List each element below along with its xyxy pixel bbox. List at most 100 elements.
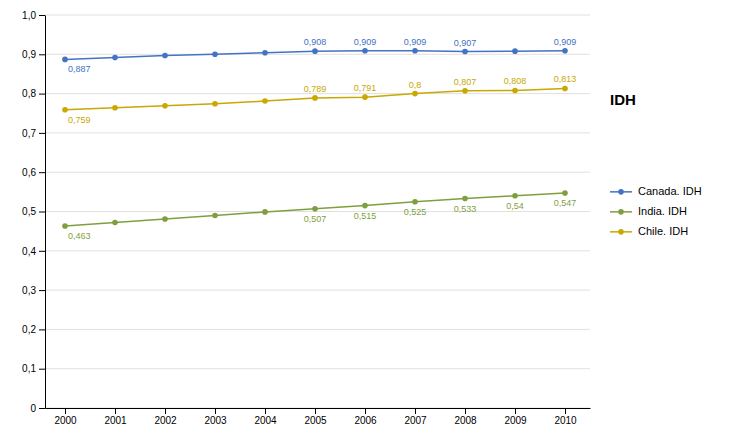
x-tick-label: 2009 xyxy=(504,415,527,426)
x-tick-mark xyxy=(415,408,416,414)
data-label: 0,887 xyxy=(68,64,91,74)
series-line xyxy=(65,193,565,226)
x-tick-label: 2005 xyxy=(304,415,327,426)
grid-line xyxy=(45,211,590,212)
x-tick-mark xyxy=(365,408,366,414)
point xyxy=(462,196,468,202)
plot-area xyxy=(62,48,568,229)
grid-line xyxy=(45,15,590,16)
x-axis: 2000200120022003200420052006200720082009… xyxy=(46,408,591,426)
x-tick-mark xyxy=(265,408,266,414)
data-label: 0,463 xyxy=(68,231,91,241)
x-tick-mark xyxy=(115,408,116,414)
x-tick-mark xyxy=(515,408,516,414)
point xyxy=(212,101,218,107)
x-tick-mark xyxy=(215,408,216,414)
grid-line xyxy=(45,329,590,330)
y-tick-mark xyxy=(39,408,45,409)
point xyxy=(62,107,68,113)
point xyxy=(212,52,218,58)
legend-marker xyxy=(618,229,624,235)
x-tick-mark xyxy=(65,408,66,414)
grid-line xyxy=(45,54,590,55)
data-label: 0,507 xyxy=(304,214,327,224)
x-tick: 2000 xyxy=(54,408,77,426)
legend-item: India. IDH xyxy=(610,205,687,217)
y-tick-label: 0 xyxy=(30,403,36,414)
y-tick-label: 0,9 xyxy=(22,49,36,60)
y-tick-label: 0,5 xyxy=(22,206,36,217)
point xyxy=(362,203,368,209)
grid xyxy=(45,15,590,408)
point xyxy=(312,48,318,54)
x-tick: 2004 xyxy=(254,408,277,426)
x-tick: 2003 xyxy=(204,408,227,426)
point xyxy=(312,206,318,212)
legend-marker xyxy=(618,189,624,195)
y-axis-label: IDH xyxy=(610,91,636,108)
y-axis: 00,10,20,30,40,50,60,70,80,91,0 xyxy=(22,10,45,414)
point xyxy=(312,95,318,101)
y-tick: 0,2 xyxy=(22,324,45,335)
point xyxy=(562,86,568,92)
grid-line xyxy=(45,172,590,173)
data-label: 0,813 xyxy=(554,74,577,84)
y-tick-mark xyxy=(39,15,45,16)
x-tick: 2009 xyxy=(504,408,527,426)
y-tick-label: 0,6 xyxy=(22,167,36,178)
point xyxy=(412,199,418,205)
data-label: 0,789 xyxy=(304,84,327,94)
y-tick-label: 0,2 xyxy=(22,324,36,335)
data-label: 0,808 xyxy=(504,76,527,86)
grid-line xyxy=(45,368,590,369)
data-label: 0,515 xyxy=(354,211,377,221)
data-label: 0,8 xyxy=(409,80,422,90)
point xyxy=(112,220,118,226)
x-tick-label: 2002 xyxy=(154,415,177,426)
point xyxy=(362,48,368,54)
point xyxy=(162,103,168,109)
x-tick: 2008 xyxy=(454,408,477,426)
x-tick-mark xyxy=(165,408,166,414)
legend: Canada. IDH India. IDH Chile. IDH xyxy=(610,185,702,237)
legend-label: Chile. IDH xyxy=(638,225,688,237)
y-axis-line xyxy=(45,16,46,409)
data-label: 0,791 xyxy=(354,83,377,93)
point xyxy=(512,48,518,54)
y-tick: 0 xyxy=(30,403,45,414)
point xyxy=(362,94,368,100)
point xyxy=(62,223,68,229)
x-tick-label: 2004 xyxy=(254,415,277,426)
y-tick-mark xyxy=(39,251,45,252)
data-label: 0,525 xyxy=(404,207,427,217)
x-tick: 2010 xyxy=(554,408,577,426)
x-tick-label: 2007 xyxy=(404,415,427,426)
y-tick: 0,1 xyxy=(22,363,45,374)
y-tick: 0,5 xyxy=(22,206,45,217)
x-tick: 2002 xyxy=(154,408,177,426)
grid-line xyxy=(45,408,590,409)
x-tick-label: 2001 xyxy=(104,415,127,426)
point xyxy=(162,53,168,59)
x-axis-line xyxy=(46,408,591,409)
x-tick-label: 2003 xyxy=(204,415,227,426)
y-tick-mark xyxy=(39,133,45,134)
point xyxy=(462,49,468,55)
legend-label: India. IDH xyxy=(638,205,687,217)
y-tick: 0,8 xyxy=(22,88,45,99)
data-label: 0,909 xyxy=(354,37,377,47)
legend-label: Canada. IDH xyxy=(638,185,702,197)
point xyxy=(212,213,218,219)
point xyxy=(112,105,118,111)
y-tick-mark xyxy=(39,172,45,173)
grid-line xyxy=(45,290,590,291)
x-tick: 2007 xyxy=(404,408,427,426)
point xyxy=(62,57,68,63)
x-tick: 2001 xyxy=(104,408,127,426)
y-tick-mark xyxy=(39,290,45,291)
point xyxy=(162,216,168,222)
data-label: 0,759 xyxy=(68,115,91,125)
y-tick: 0,6 xyxy=(22,167,45,178)
point xyxy=(262,98,268,104)
x-tick-label: 2000 xyxy=(54,415,77,426)
